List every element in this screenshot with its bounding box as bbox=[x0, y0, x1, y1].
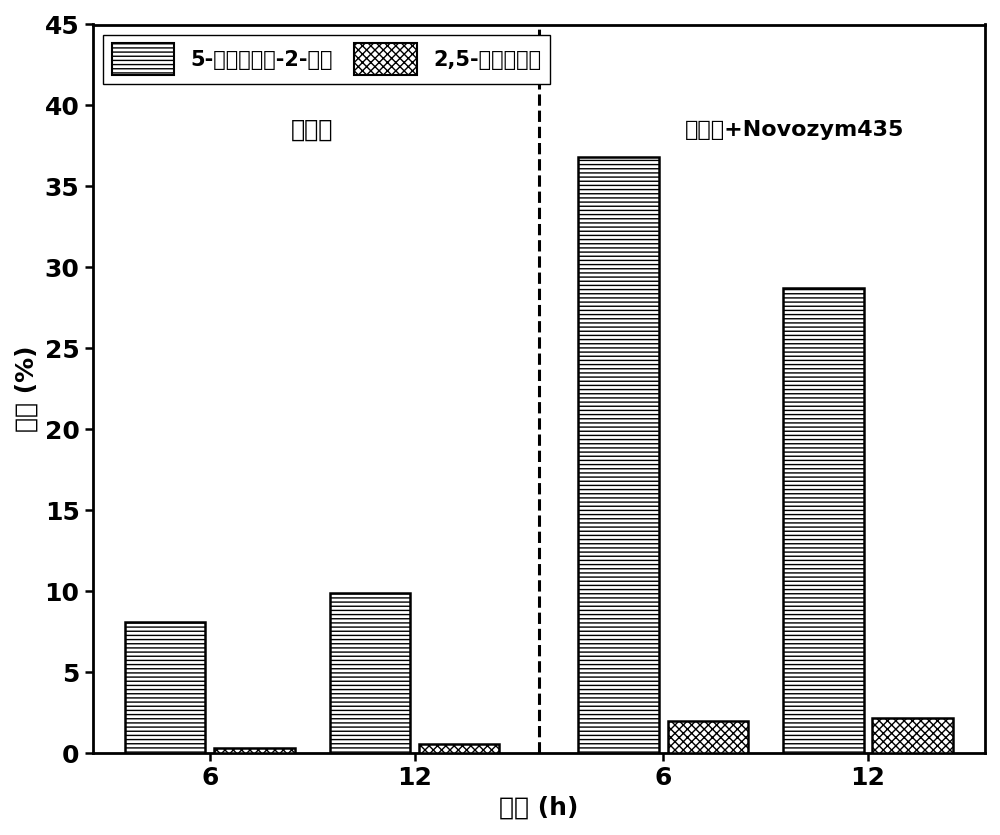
Bar bbox=[330, 593, 410, 753]
Legend: 5-甲酰基呇喂-2-缧酸, 2,5-呇喂二甲酸: 5-甲酰基呇喂-2-缧酸, 2,5-呇喂二甲酸 bbox=[103, 35, 550, 84]
Bar bbox=[214, 748, 295, 753]
Text: 光催化: 光催化 bbox=[291, 118, 333, 142]
Bar bbox=[783, 288, 864, 753]
Bar bbox=[578, 157, 659, 753]
Text: 光催化+Novozym435: 光催化+Novozym435 bbox=[685, 119, 905, 139]
X-axis label: 时间 (h): 时间 (h) bbox=[499, 796, 579, 820]
Y-axis label: 产率 (%): 产率 (%) bbox=[15, 346, 39, 433]
Bar bbox=[872, 717, 953, 753]
Bar bbox=[668, 721, 748, 753]
Bar bbox=[419, 743, 499, 753]
Bar bbox=[125, 622, 205, 753]
